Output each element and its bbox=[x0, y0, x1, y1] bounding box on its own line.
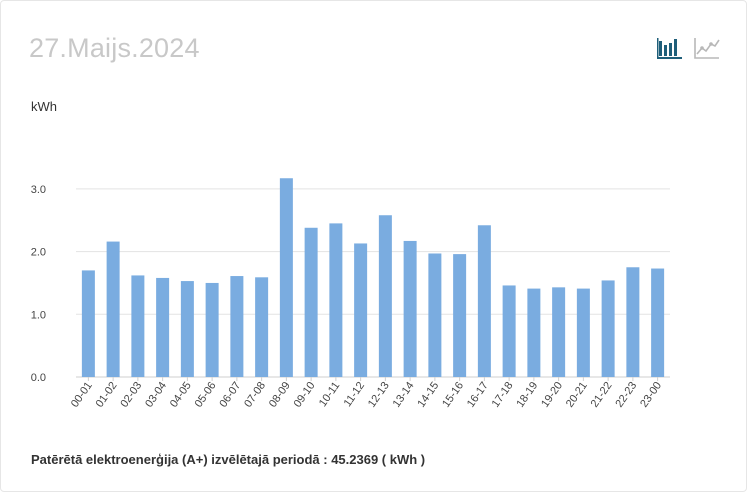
bar[interactable] bbox=[502, 285, 516, 377]
consumption-bar-chart: 0.0 1.0 2.0 3.0 00-0101-0202-0303-0404-0505-… bbox=[31, 178, 670, 410]
x-tick-label: 21-22 bbox=[589, 380, 615, 410]
bar[interactable] bbox=[527, 288, 541, 377]
x-tick-label: 09-10 bbox=[292, 380, 318, 410]
bar[interactable] bbox=[403, 240, 417, 377]
bar[interactable] bbox=[329, 223, 343, 377]
x-tick-label: 20-21 bbox=[564, 380, 590, 410]
bar[interactable] bbox=[453, 254, 467, 377]
x-tick-label: 13-14 bbox=[391, 380, 417, 410]
bar[interactable] bbox=[626, 267, 640, 377]
bar[interactable] bbox=[279, 178, 293, 377]
y-tick-label: 2.0 bbox=[31, 247, 46, 259]
x-tick-label: 23-00 bbox=[638, 380, 664, 410]
x-tick-label: 10-11 bbox=[317, 380, 343, 409]
line-chart-icon[interactable] bbox=[693, 35, 721, 61]
y-tick-label: 1.0 bbox=[31, 309, 46, 321]
x-tick-label: 04-05 bbox=[168, 380, 194, 410]
y-tick-label: 3.0 bbox=[31, 184, 46, 196]
bar[interactable] bbox=[81, 270, 95, 377]
x-tick-label: 12-13 bbox=[366, 380, 392, 410]
y-axis-unit: kWh bbox=[31, 99, 57, 114]
x-tick-label: 05-06 bbox=[193, 380, 219, 410]
x-tick-label: 06-07 bbox=[217, 380, 243, 410]
bar[interactable] bbox=[651, 268, 665, 377]
bar[interactable] bbox=[131, 275, 145, 377]
x-tick-label: 07-08 bbox=[242, 380, 268, 410]
bar[interactable] bbox=[378, 215, 392, 377]
x-tick-label: 14-15 bbox=[415, 380, 441, 410]
total-consumption-text: Patērētā elektroenerģija (A+) izvēlētajā… bbox=[31, 452, 426, 467]
bar[interactable] bbox=[180, 281, 194, 377]
bar[interactable] bbox=[354, 243, 368, 377]
bar[interactable] bbox=[552, 287, 566, 377]
x-tick-label: 03-04 bbox=[143, 380, 169, 410]
x-tick-label: 15-16 bbox=[440, 380, 466, 410]
x-tick-label: 18-19 bbox=[514, 380, 540, 410]
x-tick-label: 00-01 bbox=[69, 380, 95, 410]
bar[interactable] bbox=[255, 277, 269, 377]
bar[interactable] bbox=[576, 288, 590, 377]
x-tick-label: 16-17 bbox=[465, 380, 491, 410]
bar[interactable] bbox=[205, 282, 219, 377]
x-tick-label: 08-09 bbox=[267, 380, 293, 410]
bar-chart-icon[interactable] bbox=[656, 35, 684, 61]
bar[interactable] bbox=[428, 253, 442, 377]
bar[interactable] bbox=[106, 241, 120, 377]
x-tick-label: 11-12 bbox=[342, 380, 368, 409]
x-tick-label: 01-02 bbox=[94, 380, 120, 410]
x-tick-label: 17-18 bbox=[490, 380, 516, 410]
bar[interactable] bbox=[156, 277, 170, 377]
x-tick-label: 22-23 bbox=[613, 380, 639, 410]
bar[interactable] bbox=[477, 225, 491, 377]
y-tick-label: 0.0 bbox=[31, 372, 46, 384]
x-tick-label: 19-20 bbox=[539, 380, 565, 410]
bar[interactable] bbox=[304, 227, 318, 377]
x-tick-label: 02-03 bbox=[118, 380, 144, 410]
bar[interactable] bbox=[230, 276, 244, 377]
page-title: 27.Maijs.2024 bbox=[29, 33, 200, 63]
bar[interactable] bbox=[601, 280, 615, 377]
